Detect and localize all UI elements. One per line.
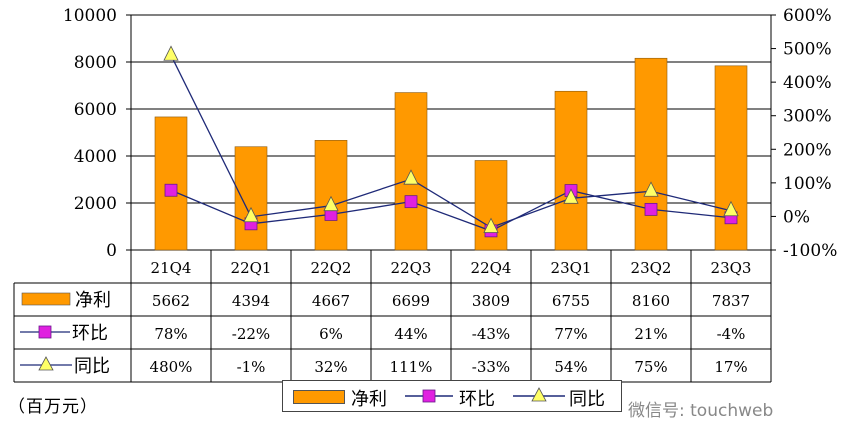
unit-label: （百万元） (8, 397, 98, 417)
row-label: 环比 (72, 323, 108, 344)
qoq-marker (164, 183, 178, 197)
data-label: -1% (237, 358, 266, 376)
y-tick-label: 8000 (74, 53, 117, 73)
row-label: 净利 (75, 290, 111, 311)
watermark: 微信号: touchweb (628, 401, 774, 421)
data-label: 6755 (552, 292, 590, 310)
x-tick-label: 21Q4 (151, 259, 192, 277)
yoy-marker (483, 217, 499, 233)
y2-tick-label: 400% (783, 73, 832, 93)
y2-tick-label: 500% (783, 40, 832, 60)
data-label: 7837 (712, 292, 750, 310)
qoq-marker (404, 195, 418, 209)
data-label: -22% (232, 325, 270, 343)
data-label: 4394 (232, 292, 270, 310)
legend-swatch-square-line (405, 389, 453, 403)
x-tick-label: 22Q2 (311, 259, 352, 277)
y-tick-label: 10000 (63, 6, 117, 26)
y2-tick-label: -100% (783, 241, 837, 261)
data-label: -33% (472, 358, 510, 376)
legend-label: 环比 (459, 389, 495, 410)
yoy-marker (723, 200, 739, 217)
data-label: 32% (314, 358, 347, 376)
data-label: 78% (154, 325, 187, 343)
data-label: 4667 (312, 292, 350, 310)
y2-tick-label: 0% (783, 207, 810, 227)
row-key-bar (21, 292, 71, 306)
data-label: 480% (150, 358, 193, 376)
yoy-marker (163, 45, 179, 61)
yoy-marker (643, 181, 659, 197)
data-label: 21% (634, 325, 667, 343)
series-line (170, 54, 732, 229)
data-label: 6% (319, 325, 343, 343)
data-label: 75% (634, 358, 667, 376)
data-label: -4% (717, 325, 746, 343)
y2-tick-label: 600% (783, 6, 832, 26)
legend-item-yoy: 同比 (511, 381, 621, 411)
data-label: 3809 (472, 292, 510, 310)
row-label: 同比 (74, 356, 110, 377)
legend-label: 同比 (569, 389, 605, 410)
legend-item-qoq: 环比 (403, 381, 513, 411)
yoy-marker (243, 206, 259, 223)
data-label: 6699 (392, 292, 430, 310)
y2-tick-label: 200% (783, 140, 832, 160)
x-tick-label: 22Q4 (471, 259, 512, 277)
y2-tick-label: 300% (783, 107, 832, 127)
legend-swatch-triangle-line (513, 387, 565, 402)
row-key-triangle (38, 356, 54, 371)
bar (314, 140, 348, 251)
legend-item-net-profit: 净利 (293, 381, 403, 411)
bar (634, 57, 668, 251)
row-key-square (38, 325, 52, 339)
data-label: 44% (394, 325, 427, 343)
x-tick-label: 23Q2 (631, 259, 672, 277)
data-label: 5662 (152, 292, 190, 310)
data-label: -43% (472, 325, 510, 343)
qoq-marker (644, 202, 658, 216)
bar (154, 116, 188, 251)
x-tick-label: 22Q3 (391, 259, 432, 277)
yoy-marker (563, 188, 579, 204)
data-label: 54% (554, 358, 587, 376)
data-label: 8160 (632, 292, 670, 310)
bar (234, 146, 268, 251)
x-tick-label: 22Q1 (231, 259, 272, 277)
legend-swatch-bar (293, 390, 345, 404)
data-label: 77% (554, 325, 587, 343)
legend: 净利 环比 同比 (282, 380, 622, 412)
legend-label: 净利 (351, 389, 387, 410)
x-tick-label: 23Q3 (711, 259, 752, 277)
x-tick-label: 23Q1 (551, 259, 592, 277)
bar (554, 90, 588, 251)
yoy-marker (323, 195, 339, 212)
data-label: 17% (714, 358, 747, 376)
y-tick-label: 0 (106, 241, 117, 261)
y-tick-label: 6000 (74, 100, 117, 120)
y-tick-label: 2000 (74, 194, 117, 214)
yoy-marker (403, 169, 419, 185)
y2-tick-label: 100% (783, 174, 832, 194)
series-line (170, 189, 732, 232)
y-tick-label: 4000 (74, 147, 117, 167)
data-label: 111% (390, 358, 433, 376)
